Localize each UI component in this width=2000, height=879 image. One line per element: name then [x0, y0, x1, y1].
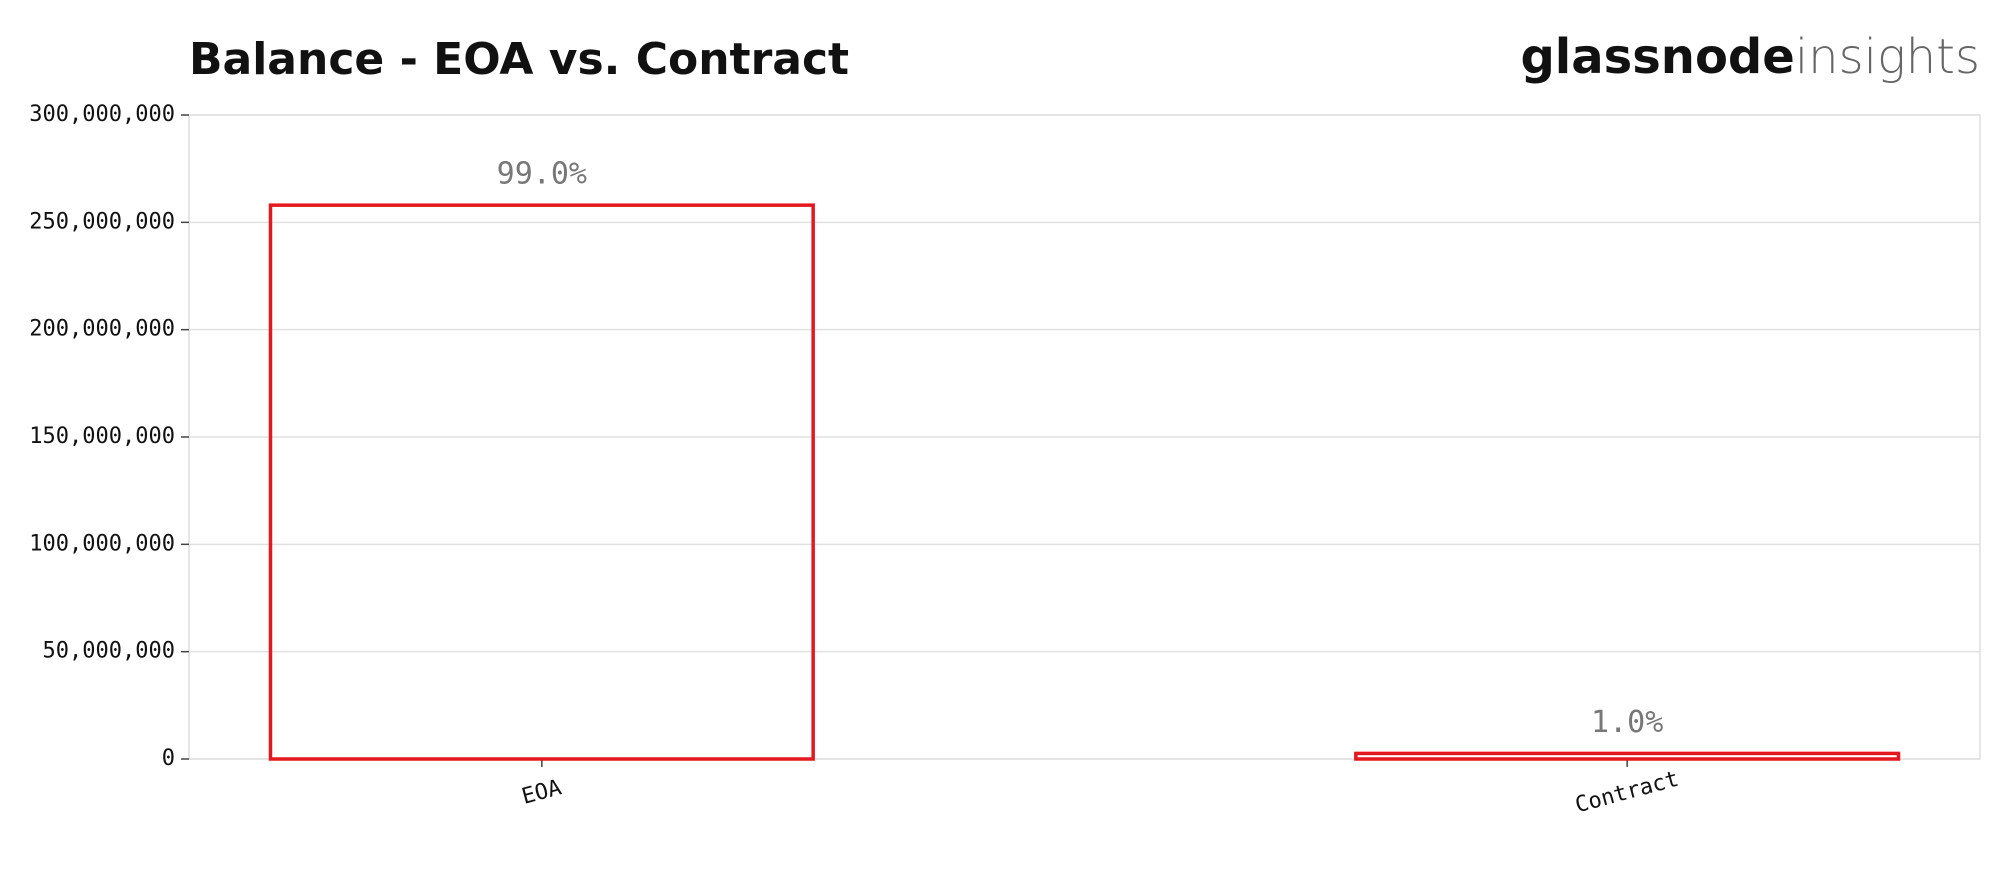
bar-share-label: 1.0% [1591, 705, 1663, 740]
brand-logo: glassnodeinsights [1520, 29, 1980, 85]
y-tick-label: 250,000,000 [29, 209, 175, 234]
y-tick-label: 0 [162, 746, 175, 771]
y-tick-label: 100,000,000 [29, 531, 175, 556]
y-tick-label: 200,000,000 [29, 317, 175, 342]
brand-name: glassnode [1520, 29, 1794, 85]
x-tick-label: EOA [519, 775, 564, 809]
y-tick-label: 150,000,000 [29, 424, 175, 449]
brand-product: insights [1795, 29, 1980, 85]
chart-title: Balance - EOA vs. Contract [189, 34, 849, 85]
bar [268, 203, 815, 761]
y-tick-label: 50,000,000 [43, 639, 175, 664]
bar-share-label: 99.0% [497, 157, 587, 192]
x-tick-label: Contract [1573, 767, 1682, 819]
y-tick-label: 300,000,000 [29, 102, 175, 127]
bar [1354, 751, 1901, 761]
